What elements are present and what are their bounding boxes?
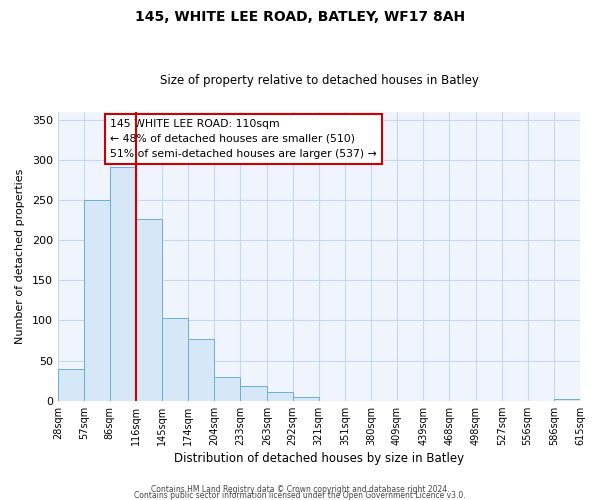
Bar [58, 370, 84, 400]
Bar [84, 200, 110, 400]
Bar [110, 167, 136, 400]
Bar [240, 386, 267, 400]
Text: Contains public sector information licensed under the Open Government Licence v3: Contains public sector information licen… [134, 490, 466, 500]
Text: 145 WHITE LEE ROAD: 110sqm
← 48% of detached houses are smaller (510)
51% of sem: 145 WHITE LEE ROAD: 110sqm ← 48% of deta… [110, 119, 377, 158]
Text: 145, WHITE LEE ROAD, BATLEY, WF17 8AH: 145, WHITE LEE ROAD, BATLEY, WF17 8AH [135, 10, 465, 24]
Bar [188, 339, 214, 400]
Text: Contains HM Land Registry data © Crown copyright and database right 2024.: Contains HM Land Registry data © Crown c… [151, 484, 449, 494]
Bar [136, 220, 162, 400]
Y-axis label: Number of detached properties: Number of detached properties [15, 168, 25, 344]
Bar [162, 318, 188, 400]
Bar [267, 392, 293, 400]
X-axis label: Distribution of detached houses by size in Batley: Distribution of detached houses by size … [174, 452, 464, 465]
Bar [554, 399, 580, 400]
Title: Size of property relative to detached houses in Batley: Size of property relative to detached ho… [160, 74, 478, 87]
Bar [214, 378, 240, 400]
Bar [293, 398, 319, 400]
